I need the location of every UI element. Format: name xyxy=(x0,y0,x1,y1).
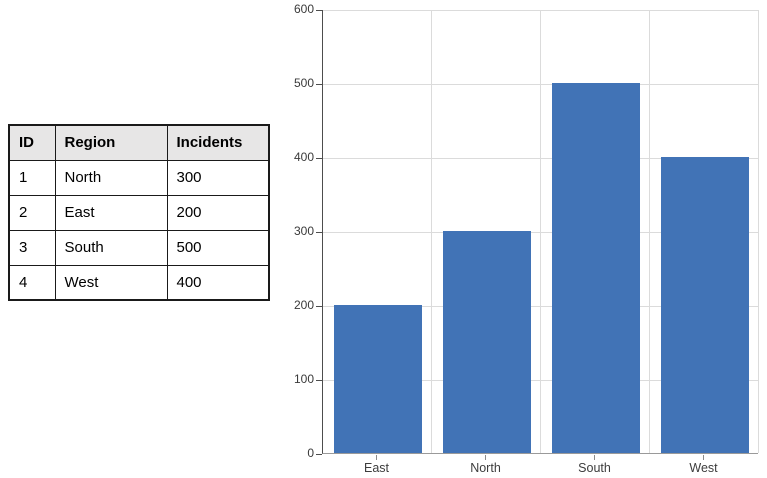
y-axis-tick xyxy=(316,305,322,307)
x-axis-tick xyxy=(485,455,486,460)
y-tick-label: 300 xyxy=(293,224,314,238)
y-tick-label: 500 xyxy=(293,76,314,90)
plot-area xyxy=(322,10,759,454)
y-axis-tick xyxy=(316,9,322,11)
bar-west xyxy=(660,157,749,453)
x-tick-label: North xyxy=(470,461,501,475)
x-tick-label: East xyxy=(363,461,389,475)
x-tick-label: South xyxy=(578,461,611,475)
table-cell: 200 xyxy=(166,194,270,231)
y-axis-tick xyxy=(316,231,322,233)
table-row: 1 North 300 xyxy=(8,159,270,196)
y-tick-label: 400 xyxy=(293,150,314,164)
y-tick-label: 600 xyxy=(293,2,314,16)
bar-south xyxy=(551,83,640,453)
gridline-vertical xyxy=(540,10,541,453)
x-axis-tick xyxy=(376,455,377,460)
x-axis-tick xyxy=(594,455,595,460)
y-tick-label: 100 xyxy=(293,372,314,386)
table-cell: 3 xyxy=(8,229,56,266)
y-tick-label: 0 xyxy=(307,446,314,460)
gridline-vertical xyxy=(431,10,432,453)
bar-east xyxy=(333,305,422,453)
table-row: 4 West 400 xyxy=(8,264,270,301)
table-header-row: ID Region Incidents xyxy=(8,124,270,161)
table-cell: South xyxy=(54,229,168,266)
table-cell: 4 xyxy=(8,264,56,301)
table-body: 1 North 300 2 East 200 3 South 500 4 West 400 xyxy=(8,159,270,301)
table-cell: 500 xyxy=(166,229,270,266)
table-cell: 300 xyxy=(166,159,270,196)
bar-north xyxy=(442,231,531,453)
incidents-table: ID Region Incidents 1 North 300 2 East 200 3 Sout… xyxy=(8,124,270,301)
y-tick-label: 200 xyxy=(293,298,314,312)
gridline-vertical xyxy=(758,10,759,453)
y-axis-tick xyxy=(316,83,322,85)
table-row: 3 South 500 xyxy=(8,229,270,266)
table-cell: North xyxy=(54,159,168,196)
table-cell: 400 xyxy=(166,264,270,301)
y-axis-tick xyxy=(316,379,322,381)
x-axis-tick xyxy=(703,455,704,460)
x-tick-label: West xyxy=(689,461,718,475)
table-header-cell: Incidents xyxy=(166,124,270,161)
y-axis-tick xyxy=(316,157,322,159)
y-axis-tick xyxy=(316,453,322,455)
gridline-vertical xyxy=(649,10,650,453)
